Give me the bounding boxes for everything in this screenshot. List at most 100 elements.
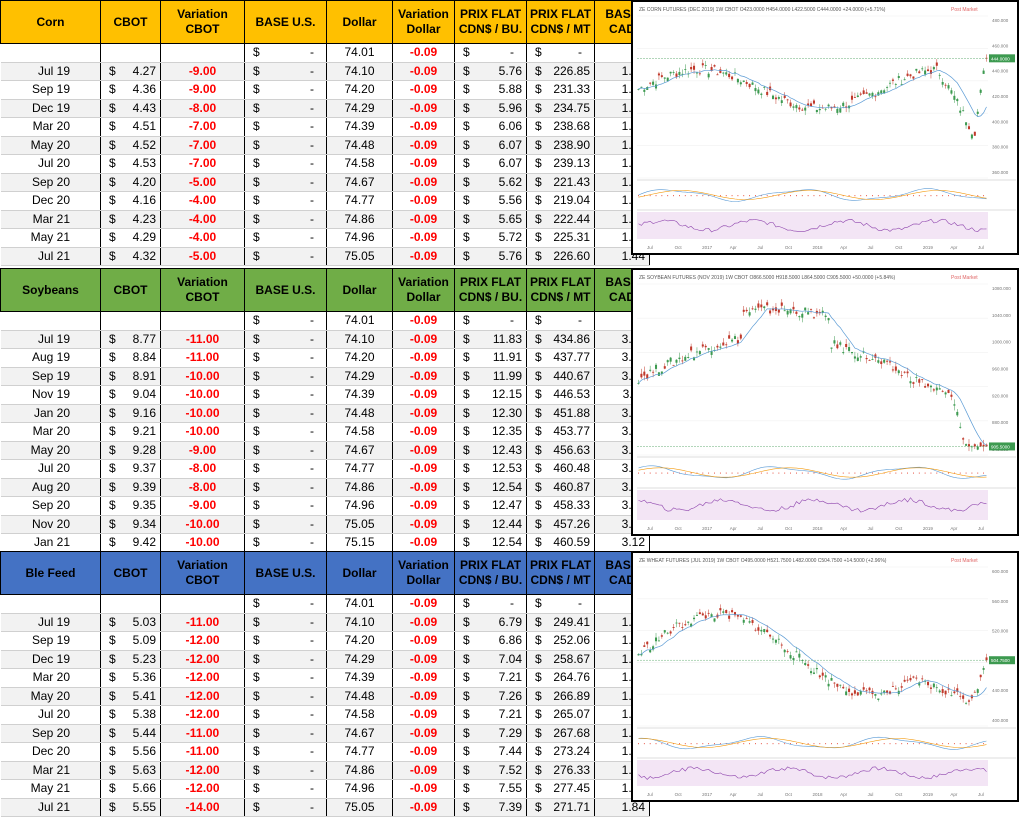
candle-body (786, 651, 789, 653)
base-us-value: - (274, 99, 328, 118)
x-tick-label: Apr (840, 792, 848, 797)
candle-body (909, 74, 912, 77)
candle-body (640, 373, 643, 378)
prix-mt-value: 239.13 (550, 154, 596, 174)
table-row: Sep 20 $4.20 -5.00 $ -74.67 -0.09 $5.62 $221.43… (0, 173, 651, 192)
candle-body (856, 95, 859, 98)
prix-mt-value: - (550, 311, 596, 331)
prix-mt-value: - (550, 594, 596, 614)
candle-body (798, 107, 801, 110)
currency-symbol: $ (100, 154, 125, 174)
variation-dollar-value: -0.09 (392, 742, 456, 762)
candle-body (938, 690, 941, 693)
currency-symbol: $ (526, 779, 551, 799)
header-variation-dollar: Variation Dollar (392, 0, 456, 44)
prix-bu-value: 5.72 (478, 228, 528, 248)
candle-body (888, 361, 892, 363)
candle-body (690, 346, 693, 351)
prix-mt-value: 277.45 (550, 779, 596, 799)
dollar-value: 74.86 (326, 478, 394, 497)
dollar-value: 74.58 (326, 422, 394, 442)
candle-body (739, 82, 742, 85)
candle-body (766, 629, 769, 633)
prix-mt-value: 446.53 (550, 385, 596, 405)
variation-dollar-value: -0.09 (392, 191, 456, 211)
candle-body (853, 690, 856, 694)
cbot-value: 5.36 (124, 668, 161, 688)
prix-bu-value: 6.07 (478, 154, 528, 174)
candle-body (891, 369, 894, 371)
candle-body (681, 360, 684, 362)
variation-cbot-value: -12.00 (160, 631, 245, 651)
currency-symbol: $ (100, 367, 125, 386)
month-cell: Jul 21 (0, 798, 101, 817)
currency-symbol: $ (526, 742, 551, 762)
base-cad-value: 3.12 (594, 533, 651, 553)
candle-body (929, 385, 932, 388)
variation-dollar-value: -0.09 (392, 154, 456, 174)
variation-dollar-value: -0.09 (392, 330, 456, 349)
candle-body (850, 95, 854, 100)
header-dollar: Dollar (326, 551, 394, 595)
header-variation-cbot: Variation CBOT (160, 551, 245, 595)
candle-body (929, 687, 932, 689)
candle-body (877, 92, 880, 96)
currency-symbol: $ (100, 99, 125, 118)
prix-bu-value: 12.30 (478, 404, 528, 423)
currency-symbol: $ (526, 99, 551, 118)
candle-body (660, 75, 663, 77)
table-row: May 20 $4.52 -7.00 $ -74.48 -0.09 $6.07 $238.90… (0, 136, 651, 155)
candle-body (833, 682, 836, 684)
month-cell: May 20 (0, 687, 101, 706)
dollar-value: 74.29 (326, 99, 394, 118)
candle-body (666, 632, 669, 634)
currency-symbol: $ (526, 761, 551, 780)
candle-body (693, 65, 696, 70)
currency-symbol: $ (526, 228, 551, 248)
currency-symbol: $ (454, 348, 479, 368)
cbot-value: 5.23 (124, 650, 161, 669)
candle-body (877, 698, 880, 700)
cbot-value: 9.39 (124, 478, 161, 497)
variation-cbot-value: -10.00 (160, 404, 245, 423)
currency-symbol: $ (454, 478, 479, 497)
currency-symbol: $ (454, 43, 479, 63)
table-row: Jul 19 $8.77 -11.00 $ -74.10 -0.09 $11.83 $434.… (0, 330, 651, 349)
prix-bu-value: 5.65 (478, 210, 528, 229)
candle-body (839, 342, 842, 345)
cbot-value: 4.51 (124, 117, 161, 137)
prix-bu-value: 7.39 (478, 798, 528, 817)
candle-body (912, 676, 915, 678)
currency-symbol: $ (526, 650, 551, 669)
candle-body (695, 614, 698, 616)
candle-body (947, 85, 950, 89)
variation-dollar-value: -0.09 (392, 650, 456, 669)
candle-body (660, 371, 663, 375)
dollar-value: 74.01 (326, 594, 394, 614)
header-variation-cbot: Variation CBOT (160, 0, 245, 44)
candle-body (754, 88, 757, 92)
currency-symbol: $ (100, 228, 125, 248)
currency-symbol: $ (244, 594, 275, 614)
month-cell: Jan 20 (0, 404, 101, 423)
candle-body (853, 356, 856, 359)
prix-mt-value: 222.44 (550, 210, 596, 229)
moving-average-line (638, 69, 987, 117)
rsi-band (637, 212, 988, 239)
currency-symbol: $ (526, 724, 551, 743)
dollar-value: 74.96 (326, 779, 394, 799)
header-prix-bu: PRIX FLAT CDN$ / BU. (454, 268, 528, 312)
candle-body (888, 82, 892, 84)
month-cell: Sep 20 (0, 496, 101, 516)
candle-body (982, 70, 985, 74)
x-tick-label: Apr (950, 792, 958, 797)
prix-bu-value: 5.76 (478, 62, 528, 81)
variation-dollar-value: -0.09 (392, 348, 456, 368)
candle-body (745, 618, 748, 620)
cbot-value: 4.43 (124, 99, 161, 118)
prix-bu-value: 7.21 (478, 668, 528, 688)
variation-cbot-value: -11.00 (160, 330, 245, 349)
cbot-value: 5.66 (124, 779, 161, 799)
currency-symbol: $ (454, 247, 479, 266)
x-tick-label: Jul (647, 245, 653, 250)
